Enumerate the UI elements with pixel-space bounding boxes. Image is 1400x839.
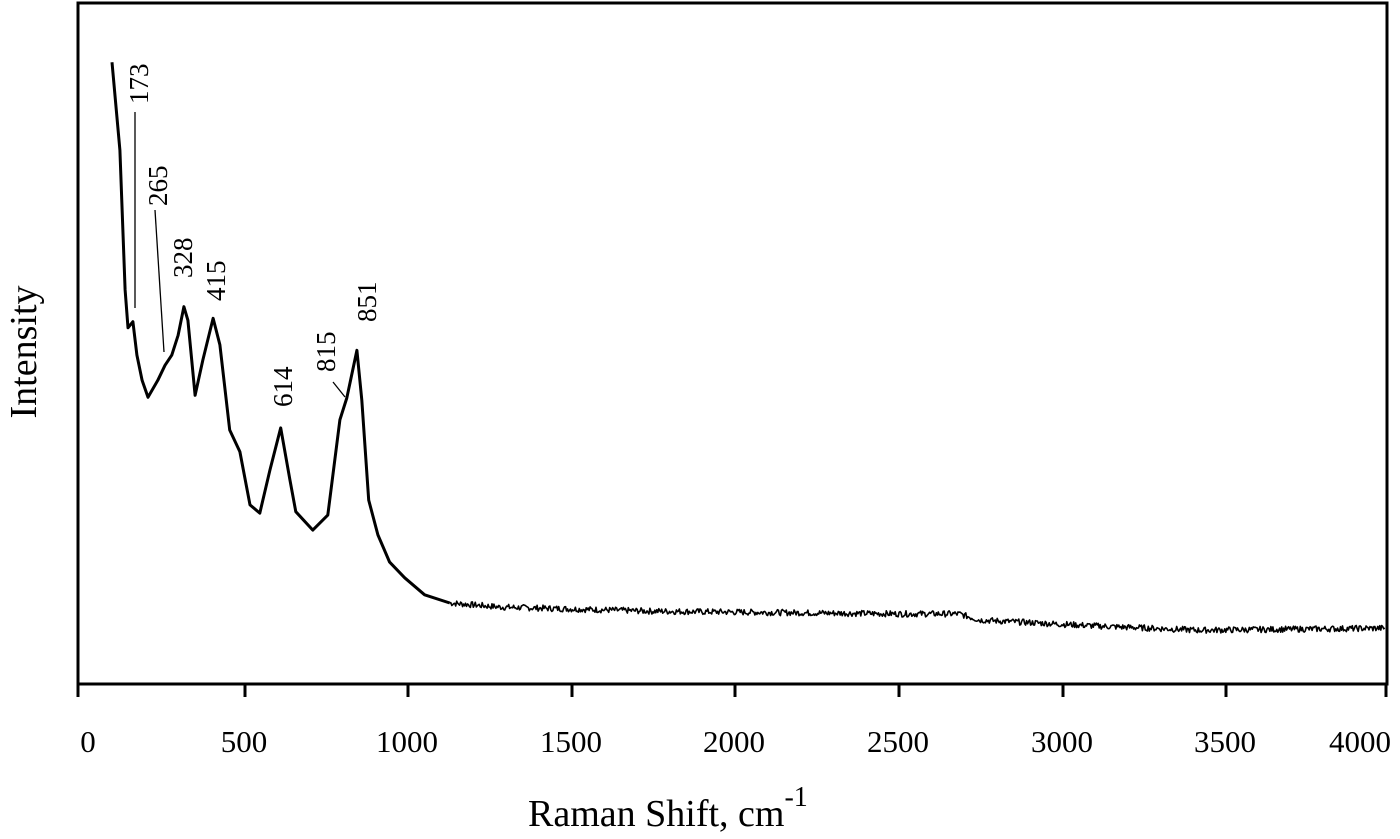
peak-label-614: 614 [268, 366, 298, 407]
peak-label-328: 328 [168, 238, 198, 279]
x-tick-label: 0 [80, 724, 96, 759]
peak-label-851: 851 [352, 282, 382, 323]
peak-labels: 173 265 328 415 614 815 851 [124, 64, 382, 408]
x-tick-label: 2500 [867, 724, 929, 759]
x-tick-label: 4000 [1329, 724, 1391, 759]
x-axis-title: Raman Shift, cm-1 [528, 782, 808, 835]
peak-label-415: 415 [201, 261, 231, 302]
spectrum-line [110, 62, 451, 605]
peak-leaders [134, 112, 346, 398]
peak-label-173: 173 [124, 64, 154, 105]
x-tick-label: 3500 [1194, 724, 1256, 759]
leader-265 [154, 209, 165, 353]
peak-label-265: 265 [143, 166, 173, 207]
x-axis [76, 684, 1388, 697]
x-tick-label: 2000 [703, 724, 765, 759]
x-axis-title-main: Raman Shift, cm [528, 793, 784, 835]
peak-label-815: 815 [311, 332, 341, 373]
leader-815 [332, 381, 346, 398]
plot-frame [76, 1, 1389, 686]
x-tick-labels: 0 500 1000 1500 2000 2500 3000 3500 4000 [80, 724, 1391, 759]
x-tick-label: 1000 [376, 724, 438, 759]
y-axis-title: Intensity [3, 286, 45, 419]
x-tick-label: 500 [221, 724, 268, 759]
x-tick-label: 3000 [1031, 724, 1093, 759]
x-axis-title-superscript: -1 [784, 782, 807, 813]
x-tick-label: 1500 [540, 724, 602, 759]
spectrum-noise [449, 600, 1386, 634]
